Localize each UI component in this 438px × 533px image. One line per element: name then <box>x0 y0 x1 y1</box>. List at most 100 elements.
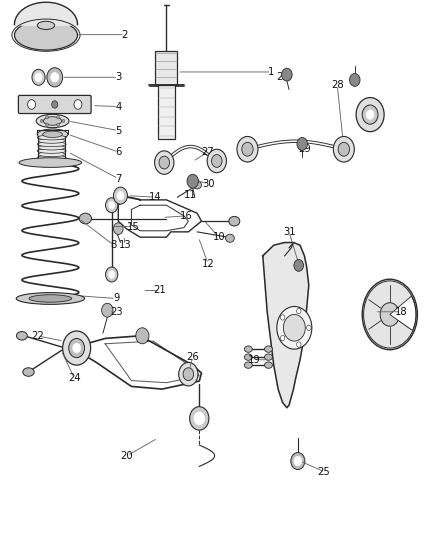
Circle shape <box>106 267 118 282</box>
Circle shape <box>47 68 63 87</box>
Circle shape <box>277 306 312 349</box>
Text: 18: 18 <box>395 307 407 317</box>
Text: 7: 7 <box>115 174 121 183</box>
Circle shape <box>356 98 384 132</box>
Circle shape <box>187 174 198 188</box>
Text: 29: 29 <box>298 144 311 154</box>
Text: 20: 20 <box>121 451 133 461</box>
Text: 14: 14 <box>149 192 162 202</box>
Circle shape <box>333 136 354 162</box>
Circle shape <box>73 343 81 353</box>
Circle shape <box>237 136 258 162</box>
Ellipse shape <box>244 362 252 368</box>
Text: 27: 27 <box>201 147 215 157</box>
Circle shape <box>183 368 194 381</box>
Polygon shape <box>263 243 309 408</box>
Ellipse shape <box>16 293 85 304</box>
Ellipse shape <box>37 135 66 140</box>
Circle shape <box>338 142 350 156</box>
Text: 19: 19 <box>247 355 261 365</box>
Ellipse shape <box>265 362 272 368</box>
Text: 10: 10 <box>213 232 225 242</box>
Circle shape <box>62 119 65 123</box>
Circle shape <box>280 335 285 341</box>
Circle shape <box>46 116 48 119</box>
Circle shape <box>212 155 222 167</box>
Circle shape <box>366 110 374 119</box>
Text: 6: 6 <box>115 147 121 157</box>
Text: 13: 13 <box>119 240 131 250</box>
Circle shape <box>291 453 305 470</box>
Ellipse shape <box>38 152 65 157</box>
Circle shape <box>282 68 292 81</box>
Ellipse shape <box>19 158 82 167</box>
Circle shape <box>113 187 127 204</box>
Circle shape <box>52 101 58 108</box>
Ellipse shape <box>226 235 234 242</box>
Ellipse shape <box>193 181 201 189</box>
Ellipse shape <box>79 213 92 224</box>
Circle shape <box>32 69 45 85</box>
Text: 15: 15 <box>127 222 140 231</box>
Circle shape <box>102 303 113 317</box>
Circle shape <box>109 201 115 209</box>
Ellipse shape <box>36 114 69 128</box>
Text: 5: 5 <box>115 126 121 135</box>
Ellipse shape <box>265 346 272 352</box>
Ellipse shape <box>37 149 66 154</box>
Ellipse shape <box>38 145 65 150</box>
Circle shape <box>283 314 305 341</box>
Text: 4: 4 <box>115 102 121 111</box>
Circle shape <box>297 138 307 150</box>
Circle shape <box>57 123 60 126</box>
Ellipse shape <box>37 142 66 147</box>
Ellipse shape <box>23 368 34 376</box>
Circle shape <box>63 331 91 365</box>
Circle shape <box>179 362 198 386</box>
Text: 1: 1 <box>268 67 275 77</box>
Circle shape <box>362 105 378 124</box>
Text: 21: 21 <box>153 286 166 295</box>
FancyBboxPatch shape <box>155 51 177 85</box>
Circle shape <box>40 119 43 123</box>
Ellipse shape <box>29 295 72 302</box>
Text: 30: 30 <box>202 179 214 189</box>
Ellipse shape <box>229 216 240 226</box>
Text: 22: 22 <box>31 331 44 341</box>
Circle shape <box>294 260 304 271</box>
Circle shape <box>242 142 253 156</box>
Circle shape <box>350 74 360 86</box>
Wedge shape <box>390 296 416 330</box>
Circle shape <box>35 73 42 82</box>
Text: 16: 16 <box>180 211 193 221</box>
Circle shape <box>190 407 209 430</box>
Ellipse shape <box>38 139 65 143</box>
Circle shape <box>106 198 118 213</box>
Circle shape <box>294 456 302 466</box>
Text: 30: 30 <box>362 107 374 117</box>
Circle shape <box>117 191 124 200</box>
Text: 31: 31 <box>283 227 295 237</box>
Circle shape <box>380 303 399 326</box>
Circle shape <box>307 325 311 330</box>
Text: 2: 2 <box>122 30 128 39</box>
Ellipse shape <box>42 131 62 138</box>
Text: 3: 3 <box>115 72 121 82</box>
Circle shape <box>136 328 149 344</box>
Circle shape <box>297 342 301 347</box>
Ellipse shape <box>37 21 55 29</box>
Ellipse shape <box>38 159 65 163</box>
Text: 11: 11 <box>184 190 197 199</box>
Text: 28: 28 <box>331 80 343 90</box>
Circle shape <box>194 412 205 425</box>
Ellipse shape <box>244 354 252 360</box>
Ellipse shape <box>37 155 66 160</box>
Circle shape <box>113 223 123 235</box>
FancyBboxPatch shape <box>158 85 175 139</box>
Circle shape <box>155 151 174 174</box>
Circle shape <box>51 72 59 82</box>
FancyBboxPatch shape <box>18 95 91 114</box>
Ellipse shape <box>37 129 68 140</box>
Text: 12: 12 <box>201 259 215 269</box>
Text: 25: 25 <box>318 467 331 477</box>
